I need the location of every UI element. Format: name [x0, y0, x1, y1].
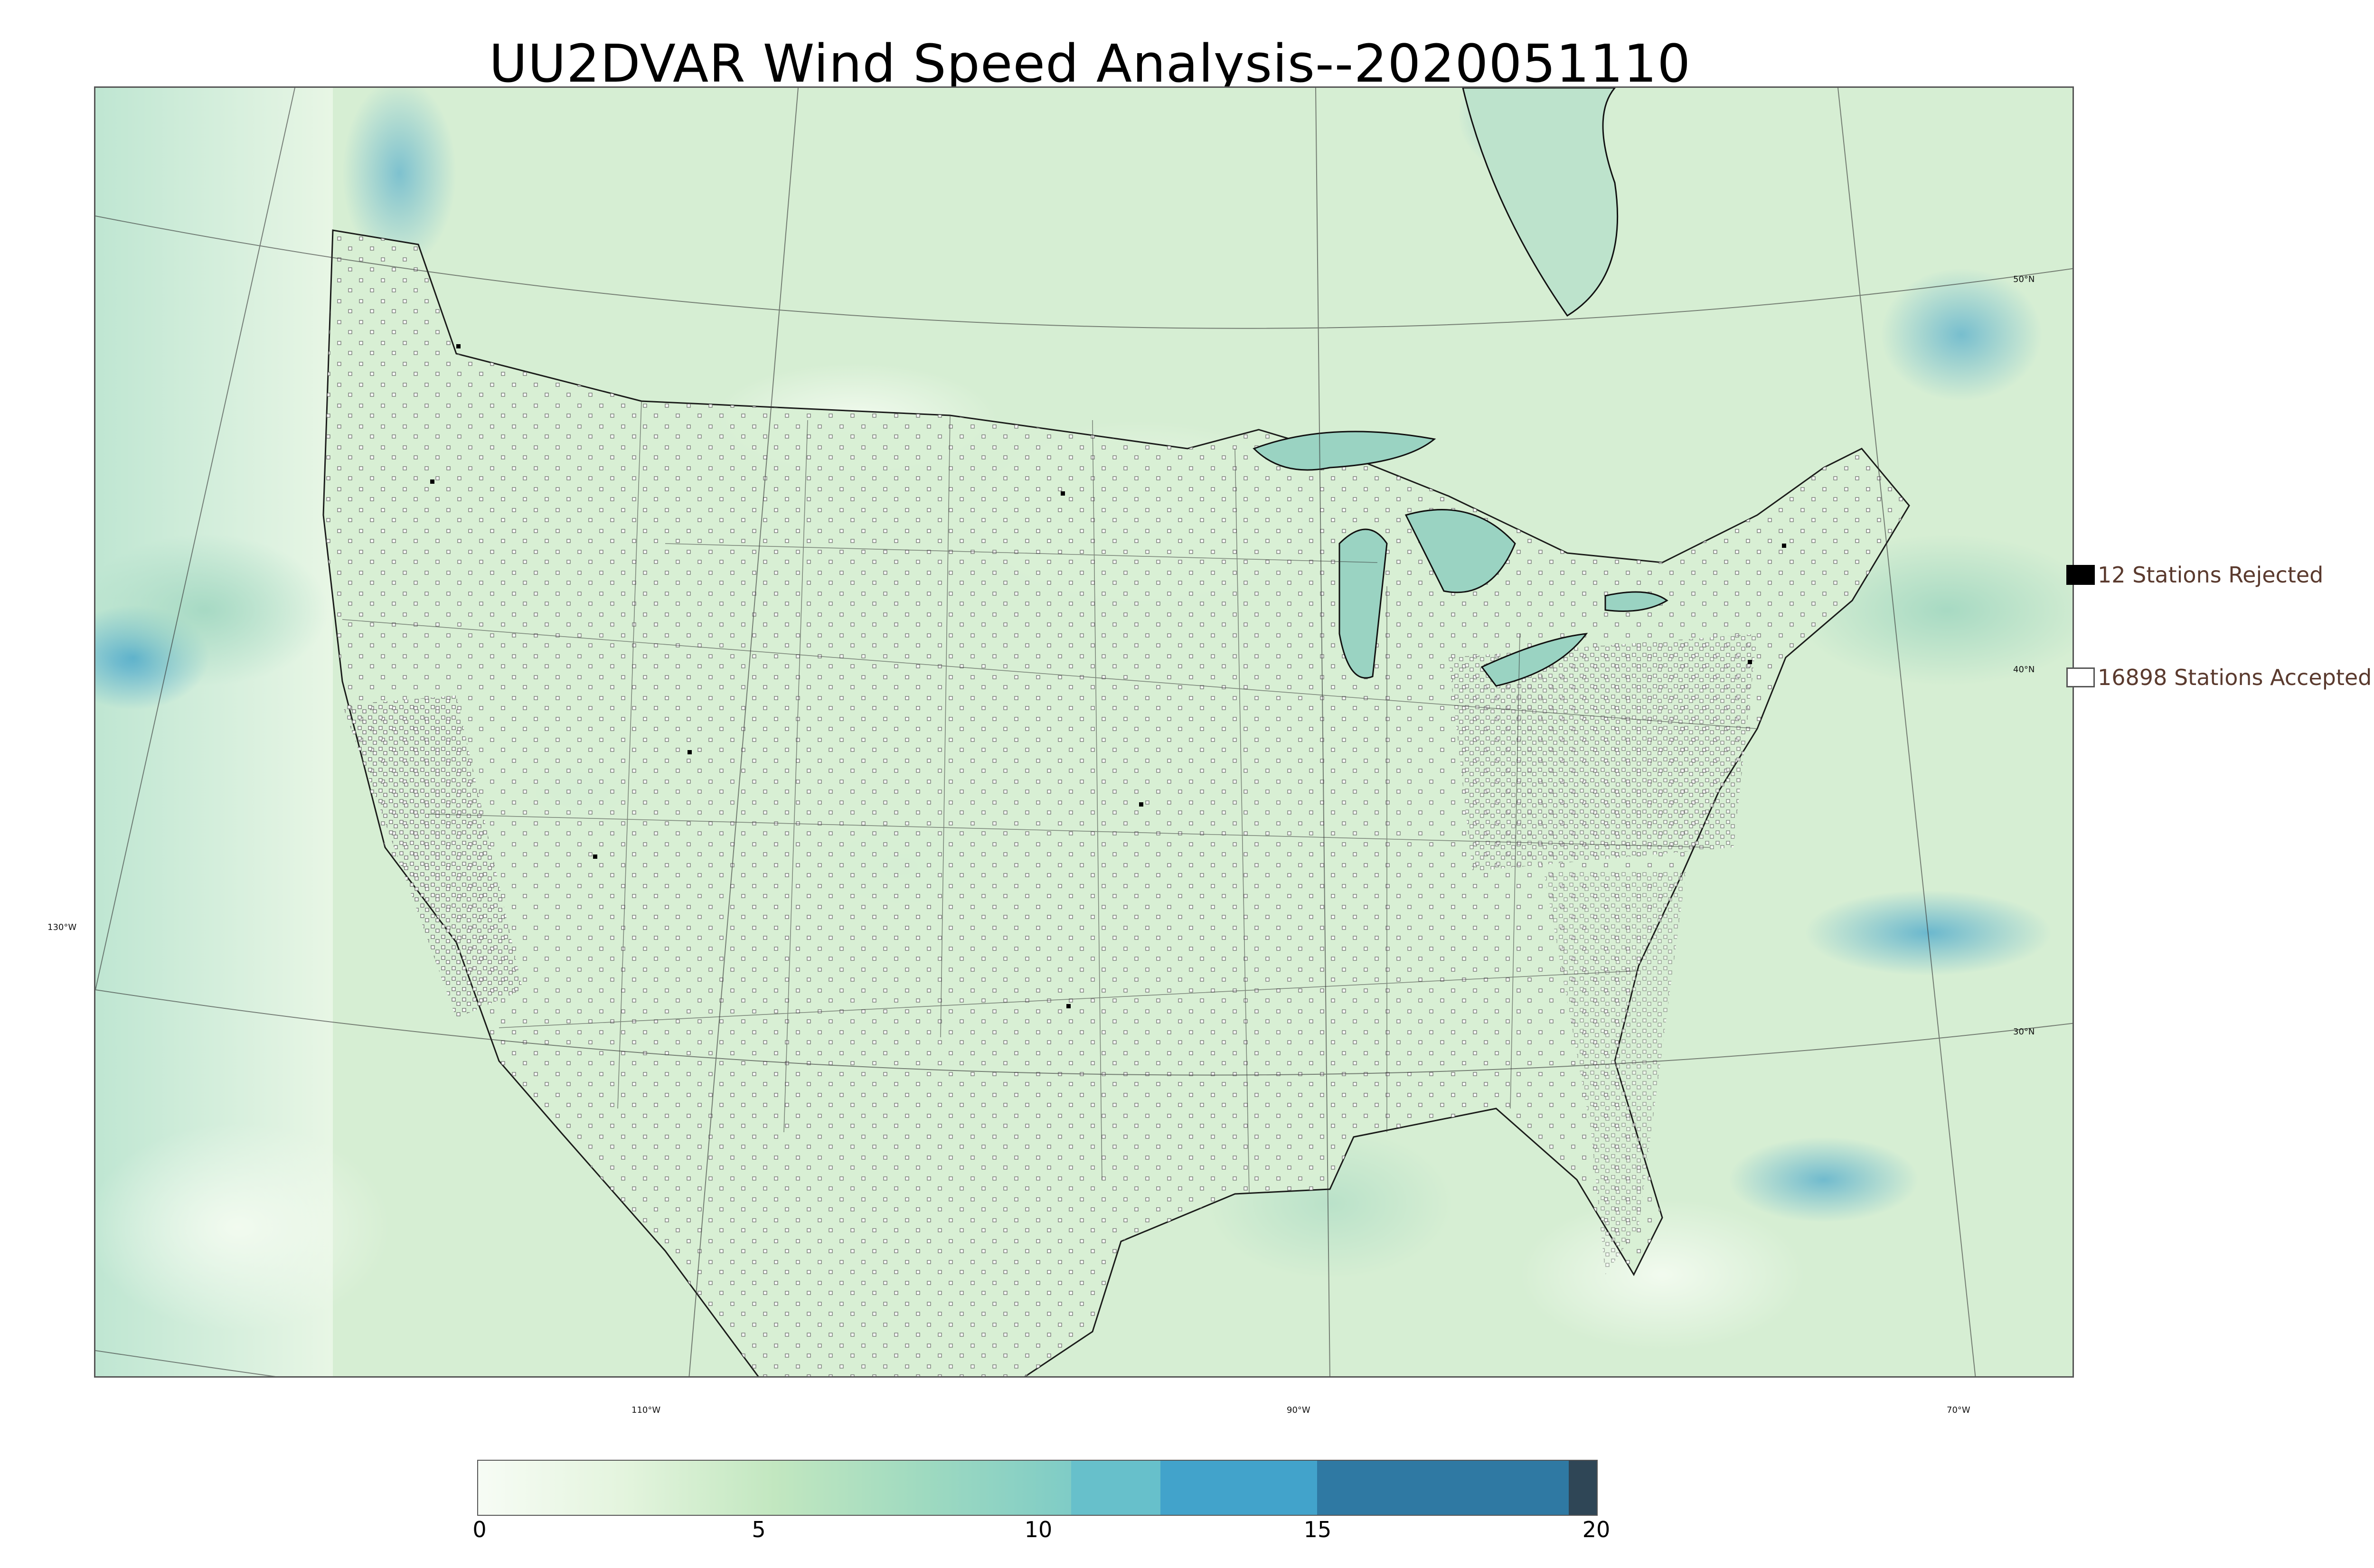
lon-label-110w: 110°W — [631, 1405, 661, 1415]
legend-accepted: 16898 Stations Accepted — [2066, 665, 2372, 690]
lat-label-50n: 50°N — [2013, 274, 2035, 284]
map-title: UU2DVAR Wind Speed Analysis--2020051110 — [489, 33, 1691, 94]
rejected-swatch — [2066, 565, 2095, 585]
accepted-swatch — [2066, 667, 2095, 687]
lon-label-70w: 70°W — [1947, 1405, 1970, 1415]
map-canvas — [95, 88, 2073, 1376]
colorbar-tick-20: 20 — [1582, 1517, 1611, 1542]
lon-label-90w: 90°W — [1287, 1405, 1310, 1415]
rejected-label: 12 Stations Rejected — [2098, 562, 2324, 588]
wind-speed-map — [94, 86, 2074, 1378]
colorbar-tick-5: 5 — [752, 1517, 766, 1542]
colorbar — [477, 1460, 1598, 1516]
lon-label-130w: 130°W — [47, 922, 77, 932]
lat-label-30n: 30°N — [2013, 1027, 2035, 1037]
rejected-stations — [430, 344, 1786, 1008]
colorbar-tick-10: 10 — [1024, 1517, 1053, 1542]
accepted-label: 16898 Stations Accepted — [2098, 665, 2372, 690]
colorbar-tick-15: 15 — [1303, 1517, 1332, 1542]
legend-rejected: 12 Stations Rejected — [2066, 562, 2323, 588]
lat-label-40n: 40°N — [2013, 665, 2035, 675]
accepted-stations — [323, 230, 1909, 1376]
colorbar-tick-0: 0 — [472, 1517, 487, 1542]
